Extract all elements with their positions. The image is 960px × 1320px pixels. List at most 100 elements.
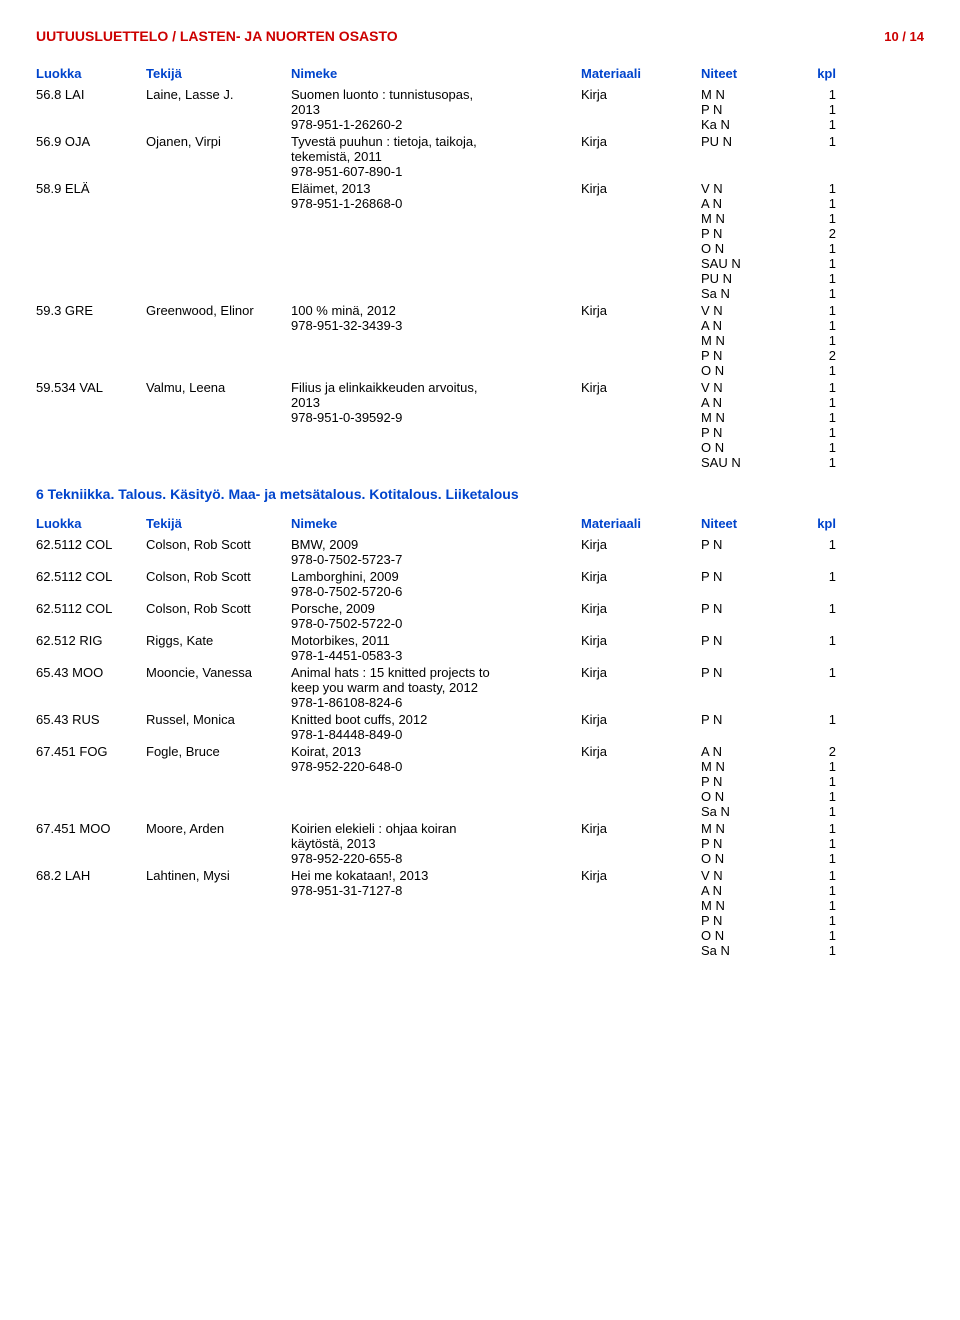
cell-tekija: Lahtinen, Mysi	[146, 868, 291, 883]
niteet-row: V N1	[701, 380, 924, 395]
kpl-value: 2	[776, 744, 836, 759]
cell-niteet-kpl: V N1A N1M N1P N2O N1	[701, 303, 924, 378]
niteet-row: A N1	[701, 196, 924, 211]
niteet-row: O N1	[701, 241, 924, 256]
cell-nimeke: Koirien elekieli : ohjaa koirankäytöstä,…	[291, 821, 581, 866]
nimeke-line: Koirien elekieli : ohjaa koiran	[291, 821, 575, 836]
nimeke-line: BMW, 2009	[291, 537, 575, 552]
niteet-label: O N	[701, 241, 776, 256]
table-row: 65.43 RUSRussel, MonicaKnitted boot cuff…	[36, 712, 924, 742]
cell-niteet-kpl: M N1P N1O N1	[701, 821, 924, 866]
kpl-value: 1	[776, 601, 836, 616]
nimeke-line: Knitted boot cuffs, 2012	[291, 712, 575, 727]
niteet-label: P N	[701, 913, 776, 928]
kpl-value: 2	[776, 348, 836, 363]
niteet-row: SAU N1	[701, 256, 924, 271]
kpl-value: 1	[776, 633, 836, 648]
col-kpl: kpl	[776, 516, 836, 531]
niteet-label: Sa N	[701, 804, 776, 819]
col-kpl: kpl	[776, 66, 836, 81]
nimeke-line: Animal hats : 15 knitted projects to	[291, 665, 575, 680]
kpl-value: 1	[776, 395, 836, 410]
cell-materiaali: Kirja	[581, 569, 701, 584]
cell-niteet-kpl: PU N1	[701, 134, 924, 149]
table-row: 56.8 LAILaine, Lasse J.Suomen luonto : t…	[36, 87, 924, 132]
col-tekija: Tekijä	[146, 516, 291, 531]
niteet-row: P N1	[701, 712, 924, 727]
kpl-value: 1	[776, 712, 836, 727]
kpl-value: 1	[776, 102, 836, 117]
col-niteet: Niteet	[701, 516, 776, 531]
cell-tekija: Greenwood, Elinor	[146, 303, 291, 318]
kpl-value: 1	[776, 928, 836, 943]
nimeke-line: 978-952-220-655-8	[291, 851, 575, 866]
nimeke-line: 978-951-607-890-1	[291, 164, 575, 179]
nimeke-line: 2013	[291, 102, 575, 117]
niteet-label: M N	[701, 211, 776, 226]
kpl-value: 1	[776, 134, 836, 149]
niteet-row: SAU N1	[701, 455, 924, 470]
cell-materiaali: Kirja	[581, 537, 701, 552]
cell-niteet-kpl: M N1P N1Ka N1	[701, 87, 924, 132]
nimeke-line: 2013	[291, 395, 575, 410]
nimeke-line: Motorbikes, 2011	[291, 633, 575, 648]
niteet-row: P N2	[701, 226, 924, 241]
kpl-value: 1	[776, 181, 836, 196]
cell-nimeke: Porsche, 2009978-0-7502-5722-0	[291, 601, 581, 631]
nimeke-line: 978-1-84448-849-0	[291, 727, 575, 742]
kpl-value: 1	[776, 241, 836, 256]
cell-tekija: Riggs, Kate	[146, 633, 291, 648]
table-row: 68.2 LAHLahtinen, MysiHei me kokataan!, …	[36, 868, 924, 958]
niteet-row: Ka N1	[701, 117, 924, 132]
niteet-row: O N1	[701, 928, 924, 943]
cell-nimeke: Tyvestä puuhun : tietoja, taikoja,tekemi…	[291, 134, 581, 179]
niteet-row: P N1	[701, 102, 924, 117]
cell-luokka: 62.5112 COL	[36, 537, 146, 552]
cell-materiaali: Kirja	[581, 134, 701, 149]
cell-niteet-kpl: V N1A N1M N1P N1O N1Sa N1	[701, 868, 924, 958]
cell-materiaali: Kirja	[581, 633, 701, 648]
col-niteet: Niteet	[701, 66, 776, 81]
kpl-value: 1	[776, 380, 836, 395]
niteet-row: PU N1	[701, 271, 924, 286]
cell-nimeke: Eläimet, 2013978-951-1-26868-0	[291, 181, 581, 211]
niteet-label: P N	[701, 537, 776, 552]
cell-niteet-kpl: V N1A N1M N1P N2O N1SAU N1PU N1Sa N1	[701, 181, 924, 301]
niteet-label: V N	[701, 181, 776, 196]
cell-luokka: 65.43 RUS	[36, 712, 146, 727]
nimeke-line: 978-0-7502-5723-7	[291, 552, 575, 567]
niteet-label: A N	[701, 883, 776, 898]
cell-luokka: 59.3 GRE	[36, 303, 146, 318]
col-nimeke: Nimeke	[291, 66, 581, 81]
kpl-value: 1	[776, 333, 836, 348]
cell-tekija: Russel, Monica	[146, 712, 291, 727]
nimeke-line: 978-951-32-3439-3	[291, 318, 575, 333]
col-luokka: Luokka	[36, 516, 146, 531]
table-row: 59.534 VALValmu, LeenaFilius ja elinkaik…	[36, 380, 924, 470]
niteet-label: Sa N	[701, 286, 776, 301]
niteet-row: A N2	[701, 744, 924, 759]
cell-nimeke: Animal hats : 15 knitted projects tokeep…	[291, 665, 581, 710]
niteet-row: A N1	[701, 395, 924, 410]
niteet-label: P N	[701, 633, 776, 648]
section2-title: 6 Tekniikka. Talous. Käsityö. Maa- ja me…	[36, 486, 924, 502]
nimeke-line: Tyvestä puuhun : tietoja, taikoja,	[291, 134, 575, 149]
cell-tekija: Valmu, Leena	[146, 380, 291, 395]
cell-niteet-kpl: V N1A N1M N1P N1O N1SAU N1	[701, 380, 924, 470]
nimeke-line: Hei me kokataan!, 2013	[291, 868, 575, 883]
kpl-value: 1	[776, 440, 836, 455]
nimeke-line: 100 % minä, 2012	[291, 303, 575, 318]
kpl-value: 1	[776, 774, 836, 789]
niteet-label: P N	[701, 102, 776, 117]
nimeke-line: 978-1-4451-0583-3	[291, 648, 575, 663]
cell-tekija: Mooncie, Vanessa	[146, 665, 291, 680]
nimeke-line: 978-951-0-39592-9	[291, 410, 575, 425]
cell-materiaali: Kirja	[581, 601, 701, 616]
niteet-label: PU N	[701, 134, 776, 149]
niteet-row: O N1	[701, 440, 924, 455]
niteet-row: M N1	[701, 87, 924, 102]
kpl-value: 1	[776, 569, 836, 584]
cell-nimeke: Motorbikes, 2011978-1-4451-0583-3	[291, 633, 581, 663]
niteet-row: M N1	[701, 759, 924, 774]
cell-luokka: 56.8 LAI	[36, 87, 146, 102]
